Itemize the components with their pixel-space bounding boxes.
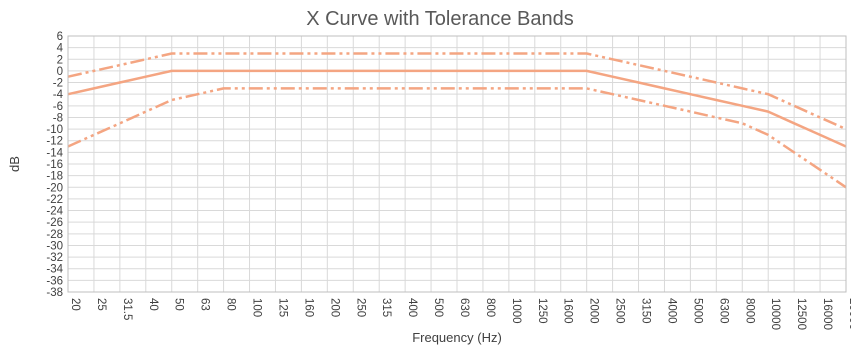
x-tick-label: 1000 [510, 298, 522, 324]
y-tick-label: -2 [53, 78, 63, 90]
x-tick-label: 80 [225, 298, 237, 311]
x-tick-label: 12500 [795, 298, 807, 330]
plot-series [67, 52, 847, 189]
x-tick-label: 40 [147, 298, 159, 311]
chart-title: X Curve with Tolerance Bands [306, 8, 574, 30]
y-tick-label: -24 [46, 206, 63, 218]
y-tick-label: -22 [46, 194, 63, 206]
y-tick-label: -8 [53, 112, 63, 124]
x-axis-title: Frequency (Hz) [412, 330, 502, 345]
y-tick-label: 0 [57, 66, 63, 78]
y-tick-label: -38 [46, 287, 63, 299]
x-tick-label: 6300 [717, 298, 729, 324]
y-tick-label: -4 [53, 89, 64, 101]
x-tick-label: 160 [302, 298, 314, 317]
plot-area [67, 35, 847, 293]
plot-grid [67, 35, 847, 293]
x-tick-label: 500 [432, 298, 444, 317]
y-tick-label: -10 [46, 124, 63, 136]
y-tick-label: -12 [46, 136, 63, 148]
x-tick-label: 20 [69, 298, 81, 311]
y-tick-label: -28 [46, 229, 63, 241]
x-tick-label: 800 [484, 298, 496, 317]
x-axis-ticks: 20 25 31.5 40 50 63 80 100 125 160 200 250 315 400 500… [69, 298, 851, 330]
x-tick-label: 8000 [743, 298, 755, 324]
x-tick-label: 25 [95, 298, 107, 311]
tolerance-band-line [67, 87, 847, 189]
y-tick-label: 2 [57, 54, 63, 66]
y-axis-title: dB [7, 156, 22, 172]
x-tick-label: 250 [354, 298, 366, 317]
x-tick-label: 630 [458, 298, 470, 317]
x-curve-line [67, 69, 847, 148]
x-tick-label: 4000 [665, 298, 677, 324]
y-tick-label: -18 [46, 171, 63, 183]
x-tick-label: 16000 [821, 298, 833, 330]
x-tick-label: 200 [328, 298, 340, 317]
x-tick-label: 100 [251, 298, 263, 317]
y-tick-label: -30 [46, 240, 63, 252]
x-tick-label: 63 [199, 298, 211, 311]
x-tick-label: 31.5 [121, 298, 133, 320]
y-tick-label: 4 [57, 43, 64, 55]
y-tick-label: -32 [46, 252, 63, 264]
x-tick-label: 5000 [691, 298, 703, 324]
x-tick-label: 2000 [588, 298, 600, 324]
y-tick-label: -20 [46, 182, 63, 194]
x-tick-label: 400 [406, 298, 418, 317]
y-axis-ticks: 6420-2-4-6-8-10-12-14-16-18-20-22-24-26-… [46, 31, 63, 299]
y-tick-label: -6 [53, 101, 63, 113]
x-tick-label: 50 [173, 298, 185, 311]
x-tick-label: 10000 [769, 298, 781, 330]
x-tick-label: 1600 [562, 298, 574, 324]
x-tick-label: 315 [380, 298, 392, 317]
y-tick-label: 6 [57, 31, 63, 43]
x-tick-label: 1250 [536, 298, 548, 324]
y-tick-label: -36 [46, 275, 63, 287]
y-tick-label: -16 [46, 159, 63, 171]
y-tick-label: -26 [46, 217, 63, 229]
x-tick-label: 20000 [847, 298, 851, 330]
x-tick-label: 125 [276, 298, 288, 317]
y-tick-label: -34 [46, 264, 63, 276]
x-tick-label: 3150 [640, 298, 652, 324]
tolerance-band-line [67, 52, 847, 131]
x-tick-label: 2500 [614, 298, 626, 324]
y-tick-label: -14 [46, 147, 63, 159]
